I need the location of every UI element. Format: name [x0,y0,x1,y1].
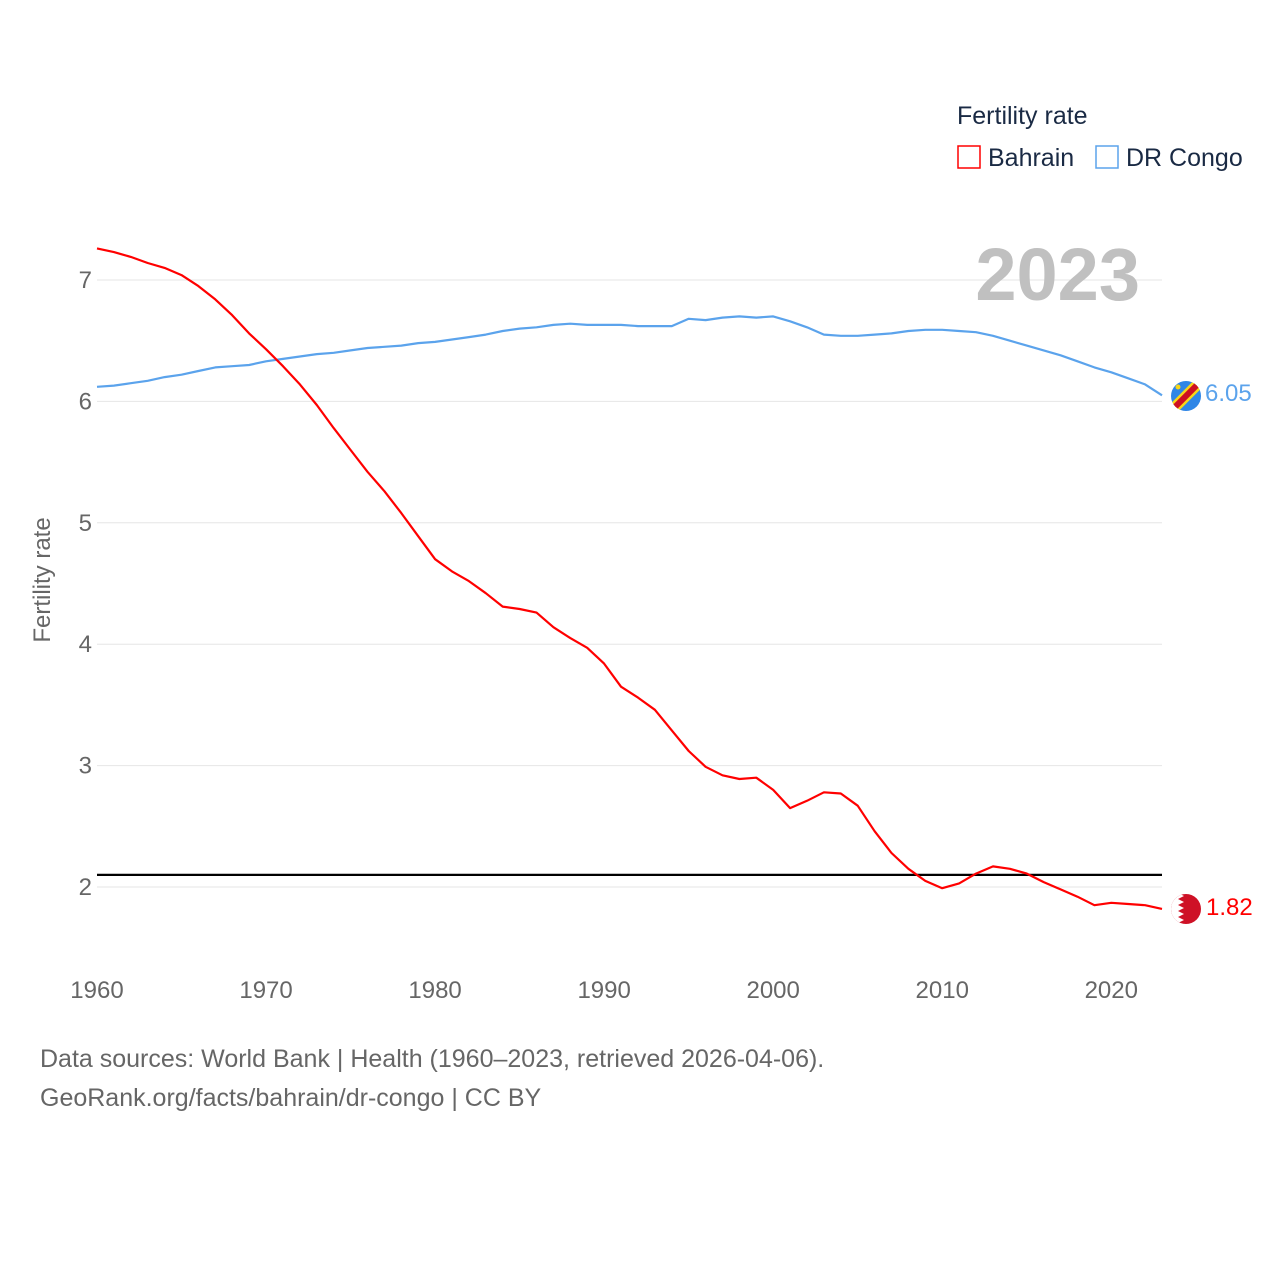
y-tick-label: 5 [79,510,92,537]
x-tick-label: 2020 [1085,977,1138,1004]
y-tick-label: 7 [79,267,92,294]
y-tick-label: 2 [79,874,92,901]
attribution-link[interactable]: GeoRank.org/facts/bahrain/dr-congo | CC … [40,1084,542,1112]
x-tick-label: 1980 [408,977,461,1004]
y-axis-label: Fertility rate [29,517,56,642]
x-tick-label: 1960 [70,977,123,1004]
x-tick-label: 2010 [916,977,969,1004]
y-tick-label: 3 [79,753,92,780]
series-line-bahrain[interactable] [96,247,1163,910]
legend-item-bahrain[interactable]: Bahrain [957,144,1074,172]
legend-label: Bahrain [988,144,1074,172]
dr-congo-flag-icon [1171,381,1201,411]
x-tick-label: 1990 [577,977,630,1004]
year-label: 2023 [975,233,1140,316]
x-tick-label: 1970 [239,977,292,1004]
y-tick-label: 6 [79,388,92,415]
legend-title: Fertility rate [957,102,1088,130]
series-line-dr-congo[interactable] [96,315,1163,397]
bahrain-end-value: 1.82 [1206,894,1253,921]
source-text: Data sources: World Bank | Health (1960–… [40,1045,825,1073]
dr-congo-end-value: 6.05 [1205,380,1252,407]
legend-item-dr-congo[interactable]: DR Congo [1095,144,1243,172]
legend-label: DR Congo [1126,144,1243,172]
legend: Fertility rate Bahrain DR Congo [957,102,1243,172]
bahrain-flag-icon [1171,894,1201,924]
y-tick-label: 4 [79,631,92,658]
x-tick-label: 2000 [746,977,799,1004]
